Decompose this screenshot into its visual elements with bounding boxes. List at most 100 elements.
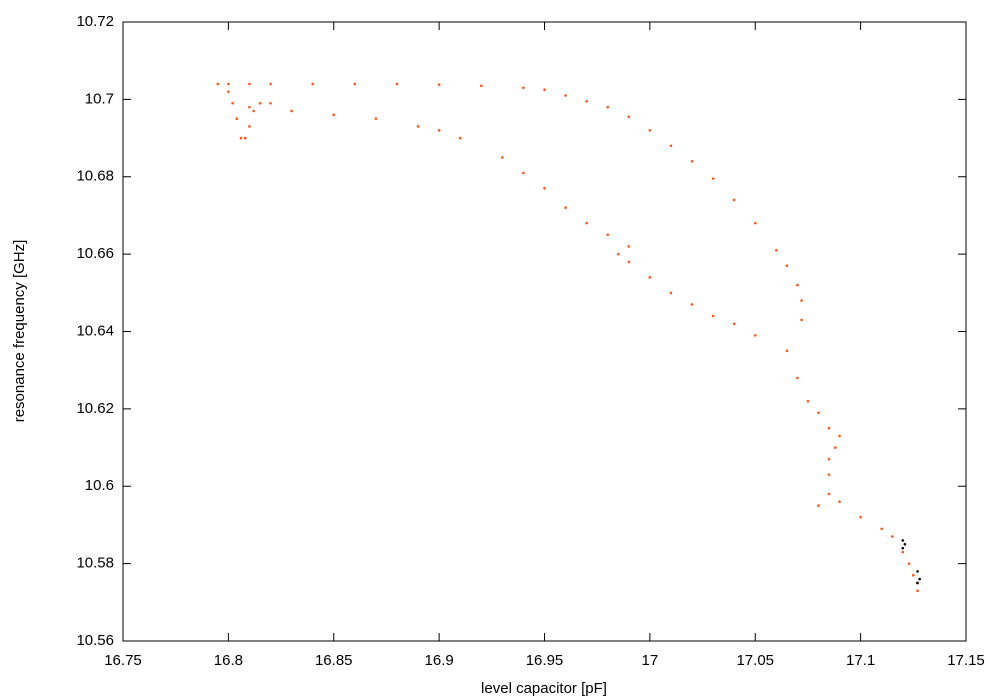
point (827, 473, 831, 476)
point (785, 264, 789, 268)
point (522, 171, 525, 175)
point (522, 86, 525, 90)
point (353, 82, 357, 86)
y-tick-label: 10.6 (85, 477, 114, 494)
point (690, 303, 694, 306)
point (627, 260, 631, 264)
point (648, 276, 652, 279)
point (800, 318, 803, 322)
point (564, 206, 567, 209)
point (227, 82, 230, 86)
point (827, 426, 831, 430)
point (880, 527, 883, 531)
point (311, 82, 314, 86)
point (479, 84, 483, 88)
point (243, 136, 247, 140)
point (290, 109, 293, 113)
point (918, 577, 921, 581)
plot-frame (122, 21, 967, 642)
point (669, 291, 673, 295)
point (901, 546, 905, 550)
point (907, 562, 911, 565)
point (711, 177, 715, 180)
point (332, 113, 336, 117)
y-tick-label: 10.72 (76, 13, 114, 30)
point (235, 117, 239, 121)
point (252, 109, 255, 113)
point (248, 125, 251, 128)
y-tick-label: 10.66 (76, 245, 114, 262)
point (616, 252, 620, 256)
point (543, 187, 546, 190)
point (711, 314, 715, 318)
point (827, 492, 831, 496)
point (248, 105, 251, 109)
point (606, 233, 610, 237)
point (796, 283, 799, 287)
point (859, 515, 862, 519)
point (585, 221, 588, 225)
point (901, 550, 905, 554)
x-tick-label: 16.8 (214, 652, 243, 669)
point (269, 82, 272, 86)
point (227, 90, 230, 93)
point (458, 136, 462, 140)
point (753, 334, 757, 337)
point (903, 542, 907, 546)
point (901, 539, 905, 542)
x-tick-label: 16.95 (526, 652, 564, 669)
point (806, 399, 810, 403)
point (627, 115, 631, 119)
point (838, 500, 841, 504)
point (817, 504, 820, 507)
point (827, 457, 831, 461)
point (753, 221, 757, 225)
point (912, 573, 915, 577)
x-tick-label: 16.85 (315, 652, 353, 669)
x-tick-label: 17.1 (846, 652, 875, 669)
point (239, 136, 243, 140)
point (437, 129, 441, 132)
point (916, 589, 919, 593)
point (416, 125, 420, 128)
point (800, 299, 803, 302)
point (732, 198, 736, 202)
x-tick-label: 17.05 (736, 652, 774, 669)
point (690, 159, 694, 163)
point (834, 446, 837, 449)
x-axis-label: level capacitor [pF] (481, 680, 607, 697)
point (916, 581, 919, 585)
point (627, 245, 631, 248)
point (269, 101, 272, 105)
point (890, 535, 894, 538)
y-tick-label: 10.58 (76, 555, 114, 572)
x-tick-label: 17 (642, 652, 659, 669)
point (916, 570, 919, 573)
point (543, 88, 546, 92)
point (231, 101, 234, 105)
point (395, 82, 399, 86)
y-tick-label: 10.62 (76, 400, 114, 417)
point (585, 100, 588, 103)
point (437, 83, 441, 86)
y-axis-label: resonance frequency [GHz] (11, 240, 28, 423)
y-tick-label: 10.64 (76, 322, 114, 339)
point (732, 322, 736, 326)
point (775, 248, 778, 252)
y-tick-label: 10.56 (76, 632, 114, 649)
point (796, 376, 799, 380)
y-tick-label: 10.7 (85, 90, 114, 107)
point (564, 94, 567, 97)
point (374, 117, 378, 121)
y-tick-label: 10.68 (76, 168, 114, 185)
point (817, 411, 820, 415)
point (648, 129, 652, 132)
point (501, 156, 504, 159)
x-tick-label: 16.9 (425, 652, 454, 669)
x-tick-label: 17.15 (947, 652, 985, 669)
point (216, 82, 220, 86)
point (258, 101, 262, 105)
point (838, 434, 841, 438)
point (785, 349, 789, 353)
